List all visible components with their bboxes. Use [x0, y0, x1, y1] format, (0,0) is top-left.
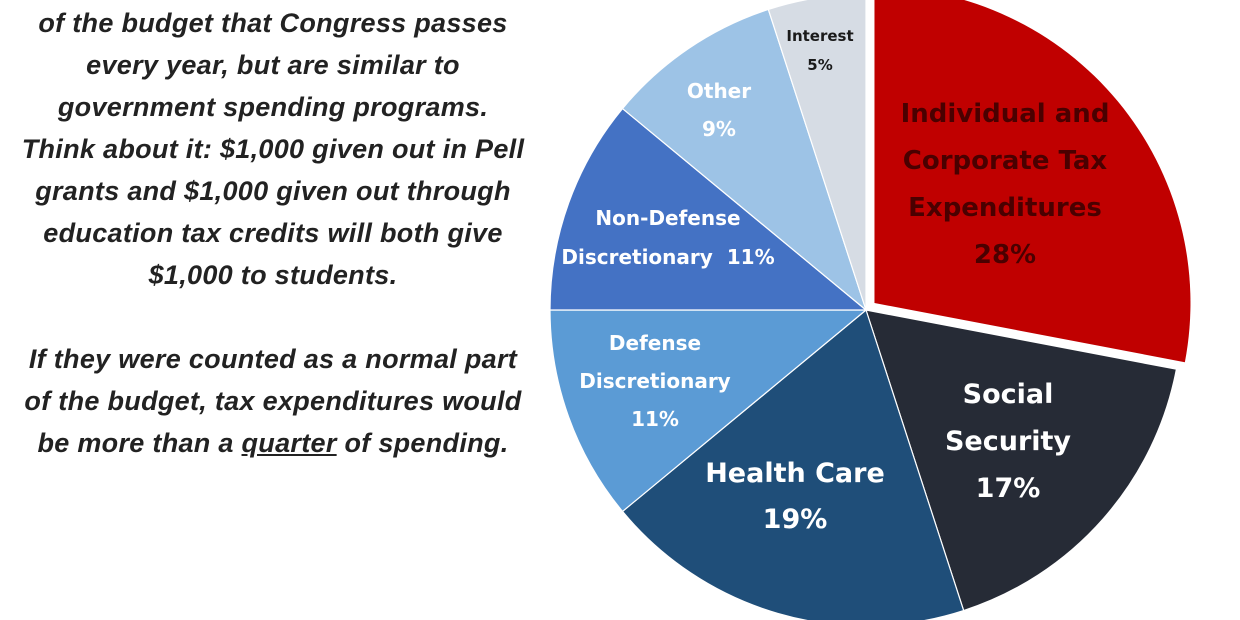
explanation-paragraph-2: If they were counted as a normal part of… [18, 338, 528, 464]
slice-label-non-defense-discretionary: Non-Defense Discretionary 11% [561, 206, 774, 269]
quarter-emphasis: quarter [241, 428, 337, 458]
paragraph-2-text-end: of spending. [336, 428, 509, 458]
pie-slice-non-defense-discretionary [549, 107, 868, 311]
slice-label-defense-discretionary: Defense Discretionary 11% [579, 331, 730, 431]
pie-slice-health-care [621, 308, 965, 620]
paragraph-2-text-start: If they were counted as a normal part of… [24, 344, 522, 458]
pie-slice-social-security [865, 309, 1178, 612]
slice-label-other: Other 9% [687, 79, 751, 141]
slice-label-health-care: Health Care 19% [705, 458, 885, 535]
slice-label-individual-and-corporate-tax-expenditures: Individual and Corporate Tax Expenditures 2… [901, 99, 1110, 270]
pie-slice-other [621, 8, 868, 312]
explanation-text: of the budget that Congress passes every… [18, 2, 528, 464]
slice-label-interest: Interest 5% [786, 27, 853, 74]
pie-slice-individual-and-corporate-tax-expenditures [874, 0, 1191, 363]
slice-label-social-security: Social Security 17% [945, 379, 1071, 504]
pie-slice-interest [767, 0, 867, 311]
pie-slice-defense-discretionary [549, 309, 868, 513]
explanation-paragraph-1: of the budget that Congress passes every… [21, 8, 525, 290]
